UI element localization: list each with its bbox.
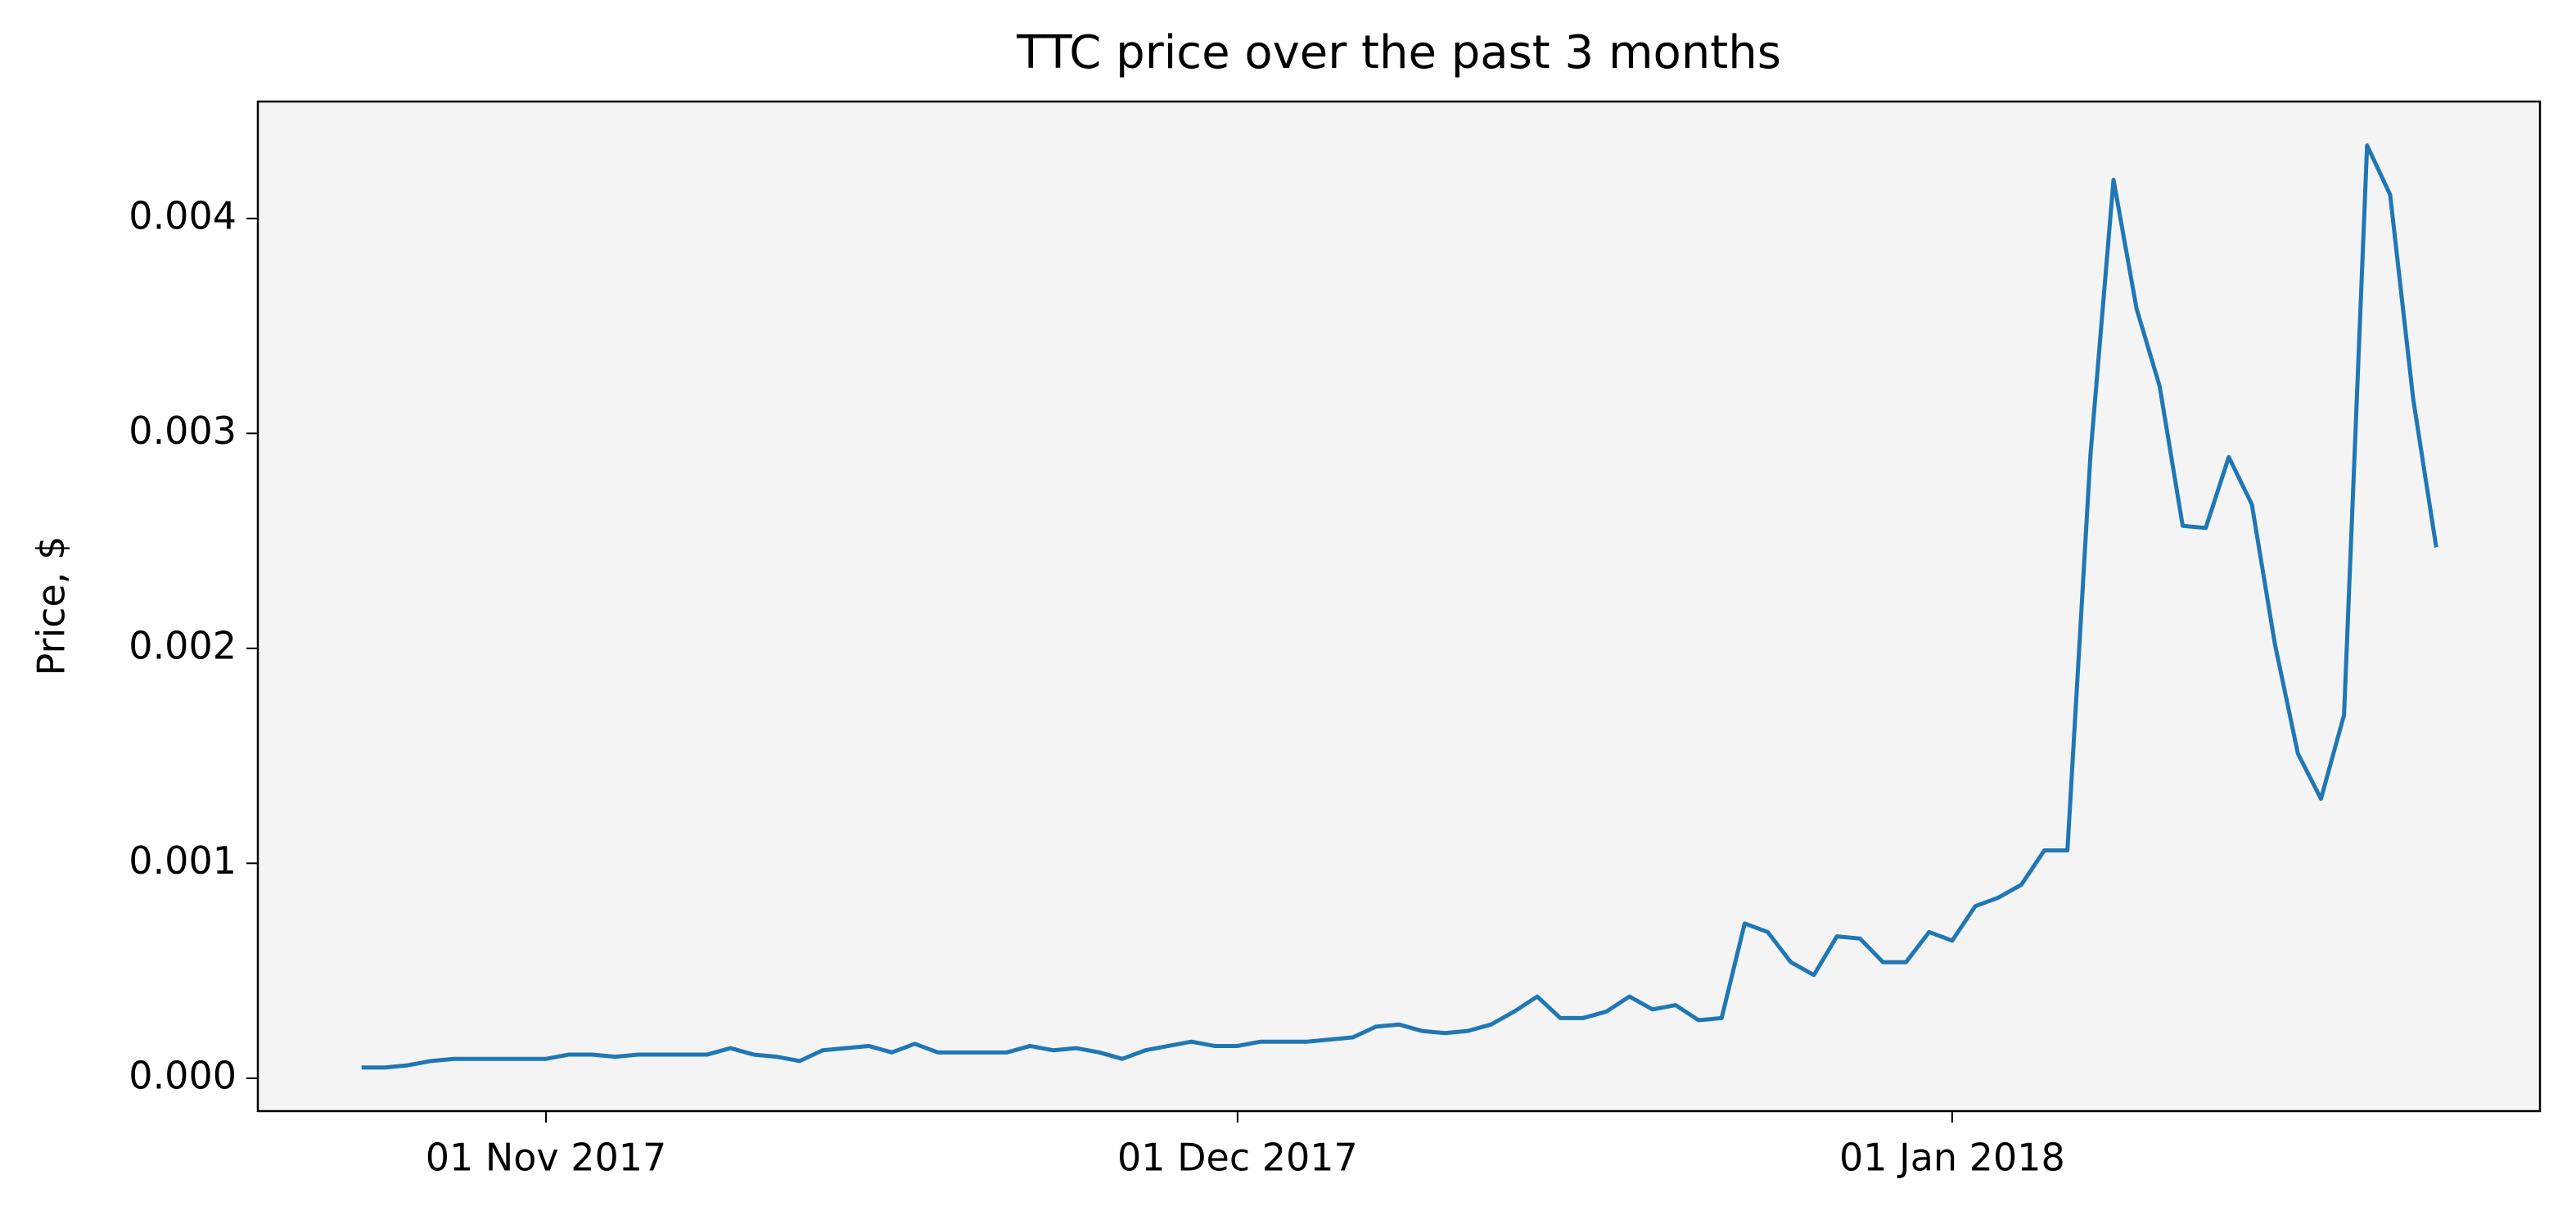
x-tick-label: 01 Jan 2018 — [1839, 1136, 2065, 1180]
y-tick-label: 0.000 — [129, 1053, 237, 1097]
y-axis-label: Price, $ — [29, 536, 74, 676]
price-line — [361, 143, 2438, 1070]
plot-area — [258, 102, 2540, 1111]
y-tick-label: 0.004 — [129, 193, 237, 237]
y-tick-label: 0.001 — [129, 838, 237, 883]
chart-title: TTC price over the past 3 months — [1016, 26, 1781, 79]
plot-frame — [256, 100, 2542, 1113]
x-tick-label: 01 Nov 2017 — [426, 1136, 667, 1180]
y-tick-label: 0.003 — [129, 409, 237, 453]
y-tick-label: 0.002 — [129, 623, 237, 667]
x-tick-label: 01 Dec 2017 — [1117, 1136, 1358, 1180]
